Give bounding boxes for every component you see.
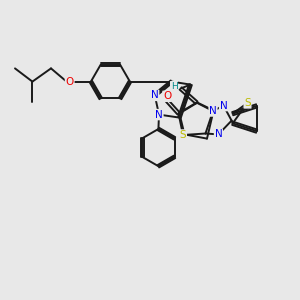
Text: N: N [209, 106, 217, 116]
Text: N: N [151, 90, 159, 100]
Text: N: N [214, 129, 222, 140]
Text: S: S [180, 130, 186, 140]
Text: O: O [163, 91, 171, 101]
Text: H: H [171, 82, 177, 91]
Text: N: N [155, 110, 163, 120]
Text: O: O [65, 76, 74, 87]
Text: N: N [220, 100, 227, 111]
Text: S: S [244, 98, 251, 108]
